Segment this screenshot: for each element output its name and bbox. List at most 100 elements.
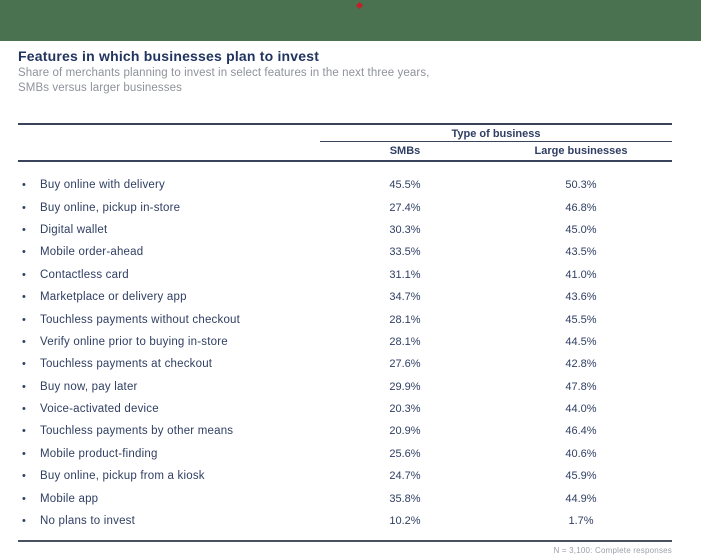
table-row: • Mobile app 35.8% 44.9%: [18, 487, 672, 509]
bullet-icon: •: [22, 335, 27, 348]
table-row: • Buy online with delivery 45.5% 50.3%: [18, 174, 672, 196]
feature-label: Contactless card: [40, 268, 129, 281]
smbs-value: 29.9%: [389, 380, 421, 393]
smbs-value: 27.4%: [389, 201, 421, 214]
bullet-icon: •: [22, 358, 27, 371]
type-of-business-group: Type of business SMBs Large businesses: [320, 125, 672, 160]
table-row: • Contactless card 31.1% 41.0%: [18, 264, 672, 286]
large-businesses-value: 46.4%: [565, 425, 597, 438]
feature-cell: • Buy now, pay later: [18, 381, 320, 393]
bullet-icon: •: [22, 246, 27, 259]
bullet-icon: •: [22, 313, 27, 326]
feature-cell: • Verify online prior to buying in-store: [18, 336, 320, 348]
feature-cell: • Marketplace or delivery app: [18, 291, 320, 303]
smbs-value: 10.2%: [389, 515, 421, 528]
feature-cell: • Buy online, pickup from a kiosk: [18, 470, 320, 482]
column-header-smbs: SMBs: [389, 145, 421, 157]
table-row: • Marketplace or delivery app 34.7% 43.6…: [18, 286, 672, 308]
feature-label: Digital wallet: [40, 223, 108, 236]
feature-label: Touchless payments without checkout: [40, 313, 241, 326]
large-businesses-value: 45.5%: [565, 313, 597, 326]
feature-cell: • Mobile app: [18, 493, 320, 505]
table-row: • Buy online, pickup from a kiosk 24.7% …: [18, 465, 672, 487]
smbs-value: 28.1%: [389, 313, 421, 326]
large-businesses-value: 44.0%: [565, 403, 597, 416]
table-header: Type of business SMBs Large businesses: [18, 125, 672, 162]
feature-label: Touchless payments by other means: [40, 425, 234, 438]
bullet-icon: •: [22, 470, 27, 483]
bullet-icon: •: [22, 447, 27, 460]
page-content: Features in which businesses plan to inv…: [18, 41, 672, 555]
column-header-large-businesses: Large businesses: [534, 145, 628, 157]
table-row: • Touchless payments by other means 20.9…: [18, 420, 672, 442]
feature-label: Touchless payments at checkout: [40, 358, 213, 371]
feature-cell: • Mobile order-ahead: [18, 246, 320, 258]
large-businesses-value: 44.9%: [565, 492, 597, 505]
smbs-value: 35.8%: [389, 492, 421, 505]
smbs-value: 30.3%: [389, 223, 421, 236]
table-row: • Buy online, pickup in-store 27.4% 46.8…: [18, 196, 672, 218]
page-title: Features in which businesses plan to inv…: [18, 48, 320, 64]
bullet-icon: •: [22, 291, 27, 304]
feature-cell: • Touchless payments at checkout: [18, 358, 320, 370]
large-businesses-value: 46.8%: [565, 201, 597, 214]
table-row: • Touchless payments at checkout 27.6% 4…: [18, 353, 672, 375]
table-body: • Buy online with delivery 45.5% 50.3% •…: [18, 162, 672, 532]
feature-label: Mobile app: [40, 492, 99, 505]
smbs-value: 33.5%: [389, 246, 421, 259]
bullet-icon: •: [22, 223, 27, 236]
feature-cell: • Buy online with delivery: [18, 179, 320, 191]
bullet-icon: •: [22, 492, 27, 505]
feature-cell: • Touchless payments by other means: [18, 425, 320, 437]
top-banner: [0, 0, 701, 41]
smbs-value: 28.1%: [389, 335, 421, 348]
bullet-icon: •: [22, 268, 27, 281]
feature-label: Verify online prior to buying in-store: [40, 335, 228, 348]
feature-label: Buy online, pickup from a kiosk: [40, 470, 205, 483]
large-businesses-value: 47.8%: [565, 380, 597, 393]
feature-label: Marketplace or delivery app: [40, 291, 187, 304]
large-businesses-value: 44.5%: [565, 335, 597, 348]
large-businesses-value: 42.8%: [565, 358, 597, 371]
smbs-value: 24.7%: [389, 470, 421, 483]
feature-label: Buy now, pay later: [40, 380, 138, 393]
feature-cell: • Buy online, pickup in-store: [18, 202, 320, 214]
large-businesses-value: 45.9%: [565, 470, 597, 483]
feature-cell: • Touchless payments without checkout: [18, 314, 320, 326]
table-row: • Digital wallet 30.3% 45.0%: [18, 219, 672, 241]
smbs-value: 20.9%: [389, 425, 421, 438]
group-header-label: Type of business: [320, 125, 672, 142]
large-businesses-value: 45.0%: [565, 223, 597, 236]
smbs-value: 20.3%: [389, 403, 421, 416]
column-headers: SMBs Large businesses: [320, 142, 672, 160]
feature-cell: • Voice-activated device: [18, 403, 320, 415]
table-row: • No plans to invest 10.2% 1.7%: [18, 510, 672, 532]
smbs-value: 27.6%: [389, 358, 421, 371]
sample-size-footnote: N = 3,100: Complete responses: [553, 546, 672, 556]
table-row: • Verify online prior to buying in-store…: [18, 331, 672, 353]
feature-cell: • Digital wallet: [18, 224, 320, 236]
bullet-icon: •: [22, 515, 27, 528]
table-row: • Touchless payments without checkout 28…: [18, 308, 672, 330]
large-businesses-value: 41.0%: [565, 268, 597, 281]
feature-label: Buy online, pickup in-store: [40, 201, 181, 214]
feature-label: Voice-activated device: [40, 403, 159, 416]
large-businesses-value: 50.3%: [565, 179, 597, 192]
feature-cell: • Mobile product-finding: [18, 448, 320, 460]
bullet-icon: •: [22, 425, 27, 438]
red-diamond-icon: [355, 1, 364, 10]
smbs-value: 25.6%: [389, 447, 421, 460]
table-row: • Voice-activated device 20.3% 44.0%: [18, 398, 672, 420]
feature-column-spacer: [18, 125, 320, 160]
smbs-value: 31.1%: [389, 268, 421, 281]
investment-table: Type of business SMBs Large businesses •…: [18, 123, 672, 532]
smbs-value: 45.5%: [389, 179, 421, 192]
bottom-rule: [18, 540, 672, 543]
bullet-icon: •: [22, 403, 27, 416]
large-businesses-value: 43.5%: [565, 246, 597, 259]
bullet-icon: •: [22, 201, 27, 214]
large-businesses-value: 1.7%: [568, 515, 594, 528]
page-subtitle-line2: SMBs versus larger businesses: [18, 81, 182, 94]
feature-cell: • Contactless card: [18, 269, 320, 281]
